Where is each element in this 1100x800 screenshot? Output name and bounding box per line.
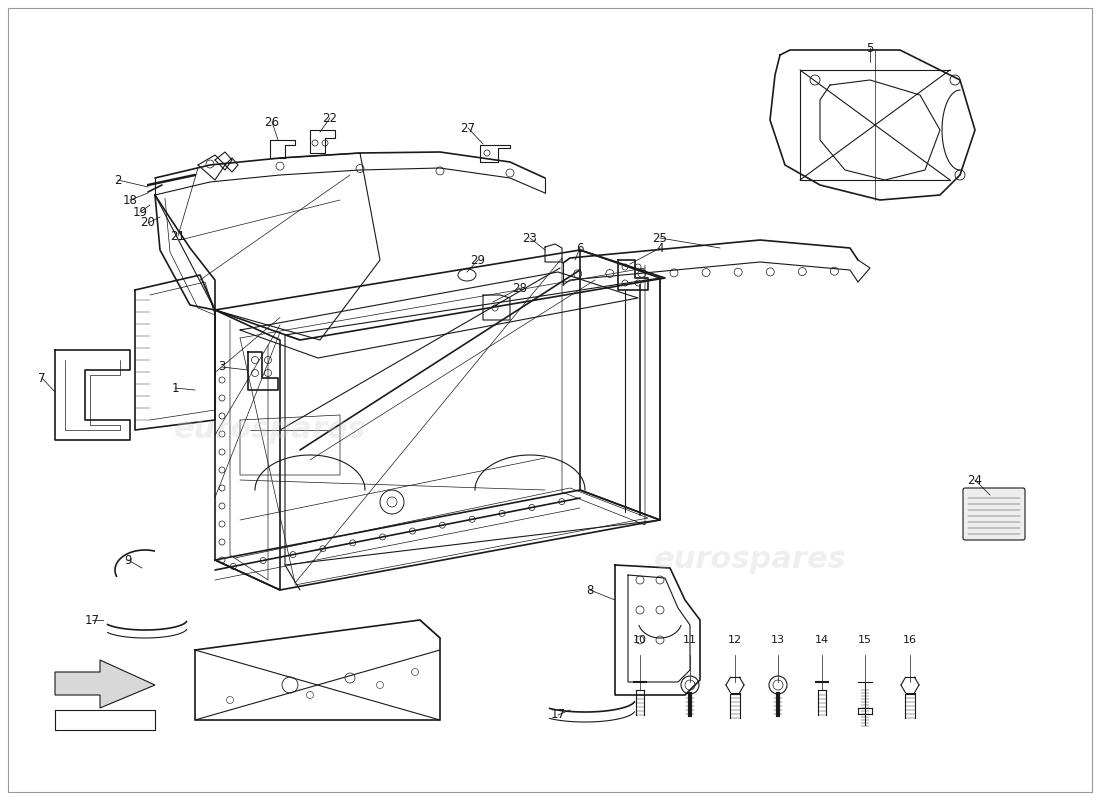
Text: eurospares: eurospares (174, 415, 366, 445)
Text: 17: 17 (550, 709, 565, 722)
Text: 21: 21 (170, 230, 186, 242)
Text: 27: 27 (461, 122, 475, 134)
Text: 19: 19 (132, 206, 147, 218)
FancyBboxPatch shape (962, 488, 1025, 540)
Text: 12: 12 (728, 635, 743, 645)
Text: 14: 14 (815, 635, 829, 645)
Text: 13: 13 (771, 635, 785, 645)
Text: 8: 8 (586, 583, 594, 597)
Polygon shape (55, 660, 155, 708)
Text: 25: 25 (652, 231, 668, 245)
Text: 10: 10 (632, 635, 647, 645)
Text: 26: 26 (264, 115, 279, 129)
Text: 16: 16 (903, 635, 917, 645)
Text: 28: 28 (513, 282, 527, 294)
Text: eurospares: eurospares (653, 546, 846, 574)
Text: 5: 5 (867, 42, 873, 54)
Text: 6: 6 (576, 242, 584, 254)
Text: 24: 24 (968, 474, 982, 486)
Text: 17: 17 (85, 614, 99, 626)
Text: 11: 11 (683, 635, 697, 645)
Text: 22: 22 (322, 111, 338, 125)
Text: 23: 23 (522, 231, 538, 245)
Text: 3: 3 (218, 361, 226, 374)
Text: 9: 9 (124, 554, 132, 566)
Text: 18: 18 (122, 194, 138, 206)
Text: 20: 20 (141, 217, 155, 230)
Text: 15: 15 (858, 635, 872, 645)
Text: 1: 1 (172, 382, 178, 394)
Text: 2: 2 (114, 174, 122, 186)
Text: 4: 4 (657, 242, 663, 254)
Text: 7: 7 (39, 371, 46, 385)
Ellipse shape (458, 269, 476, 281)
Text: 29: 29 (471, 254, 485, 266)
